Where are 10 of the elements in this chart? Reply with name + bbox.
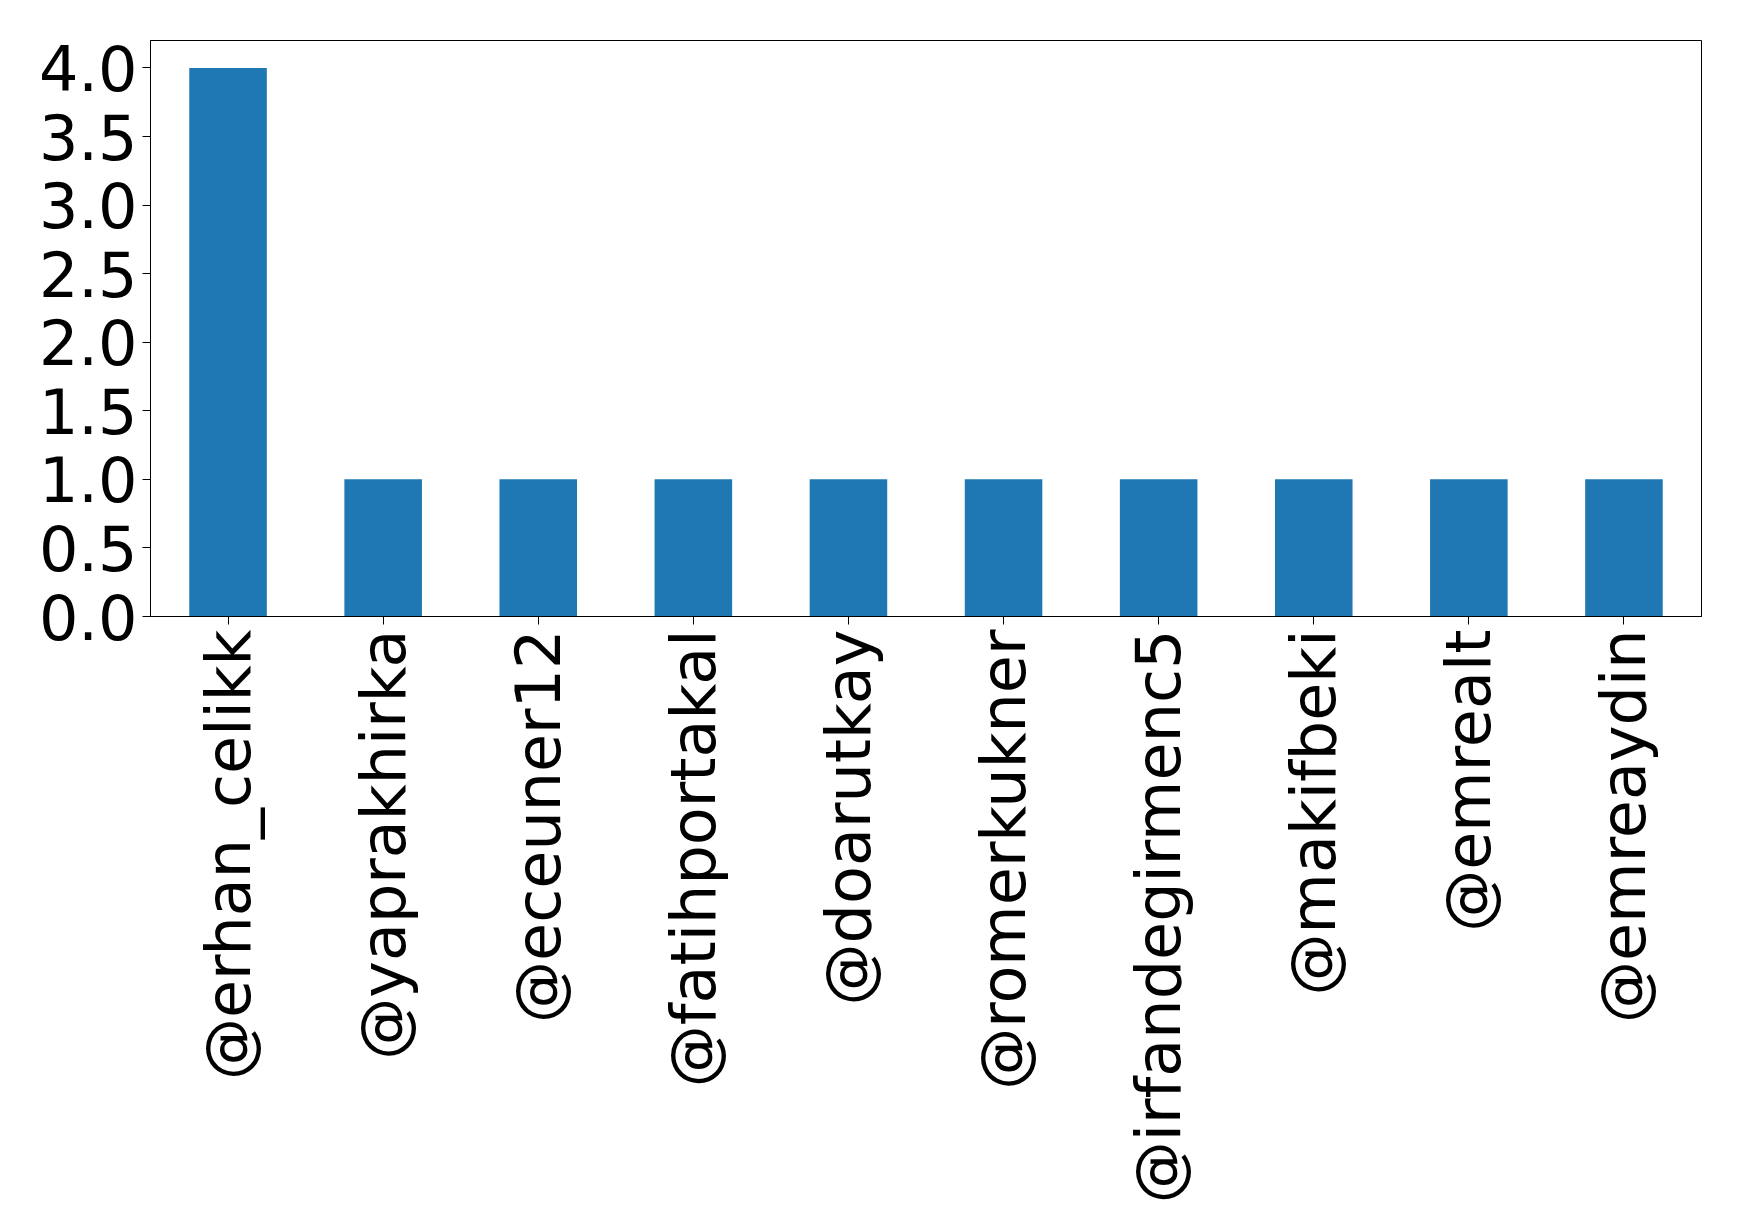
x-tick-label: @erhan_celikk <box>191 629 265 1081</box>
x-tick-label: @romerkukner <box>967 628 1041 1090</box>
x-tick-label: @doarutkay <box>811 629 885 1006</box>
x-tick-label: @fatihportakal <box>656 629 730 1088</box>
x-tick-label: @irfandegirmenc5 <box>1122 629 1196 1204</box>
x-tick-label: @emrealt <box>1432 629 1506 932</box>
x-tick-label: @eceuner12 <box>501 629 575 1023</box>
x-tick-label: @yaprakhirka <box>346 629 420 1060</box>
x-tick-label: @makifbeki <box>1277 629 1351 996</box>
x-tick-label: @emreaydin <box>1587 629 1661 1023</box>
